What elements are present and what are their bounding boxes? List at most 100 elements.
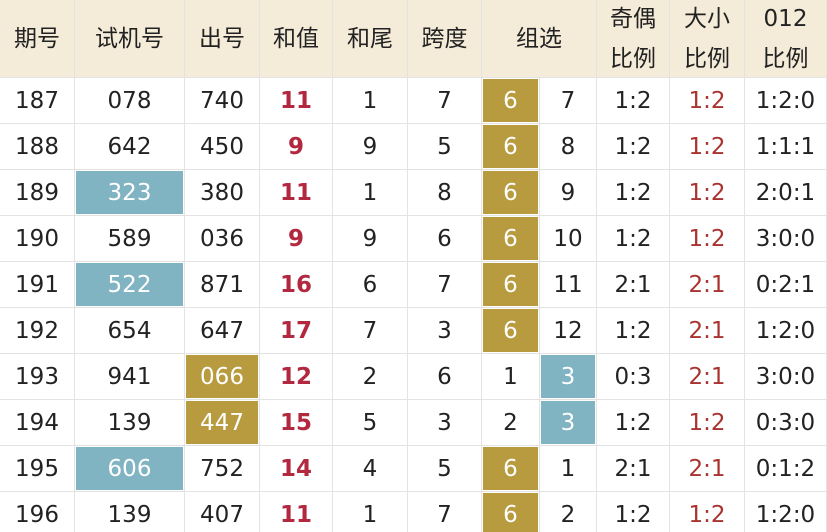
table-cell: 1 — [540, 446, 597, 492]
table-cell: 1:2 — [670, 78, 745, 124]
cell-text: 17 — [279, 317, 312, 344]
cell-text: 871 — [200, 271, 244, 298]
cell-text: 450 — [200, 133, 244, 160]
table-cell: 6 — [482, 124, 540, 170]
cell-text: 036 — [200, 225, 244, 252]
table-cell: 6 — [482, 262, 540, 308]
cell-text: 139 — [107, 409, 152, 436]
cell-text: 642 — [107, 133, 152, 160]
cell-text: 1 — [362, 179, 378, 206]
cell-text: 0:3:0 — [755, 409, 816, 436]
cell-text: 1:2 — [614, 133, 652, 160]
table-cell: 11 — [540, 262, 597, 308]
highlight — [76, 447, 183, 490]
table-cell: 1:2 — [670, 400, 745, 446]
cell-text: 7 — [362, 317, 378, 344]
cell-text: 606 — [107, 455, 152, 482]
highlight — [186, 401, 258, 444]
table-cell: 1 — [333, 492, 408, 532]
cell-text: 195 — [15, 455, 59, 482]
table-cell: 2:1 — [670, 262, 745, 308]
header-text: 出号 — [199, 25, 245, 52]
cell-text: 447 — [200, 409, 244, 436]
highlight — [483, 263, 538, 306]
table-cell: 1:2 — [670, 124, 745, 170]
table-cell: 3:0:0 — [745, 216, 827, 262]
table-cell: 2:1 — [670, 446, 745, 492]
cell-text: 941 — [107, 363, 152, 390]
cell-text: 3 — [560, 363, 576, 390]
cell-text: 11 — [553, 271, 583, 298]
cell-text: 1:2 — [688, 225, 726, 252]
cell-text: 066 — [200, 363, 244, 390]
table-cell: 3:0:0 — [745, 354, 827, 400]
table-cell: 0:2:1 — [745, 262, 827, 308]
table-cell: 2:1 — [670, 308, 745, 354]
cell-text: 9 — [287, 225, 304, 252]
table-cell: 6 — [333, 262, 408, 308]
table-cell: 323 — [75, 170, 185, 216]
table-cell: 187 — [0, 78, 75, 124]
cell-text: 2:0:1 — [755, 179, 816, 206]
highlight — [483, 125, 538, 168]
cell-text: 10 — [553, 225, 583, 252]
highlight — [541, 401, 595, 444]
cell-text: 1:2:0 — [755, 501, 816, 528]
cell-text: 1:2 — [614, 87, 652, 114]
table-cell: 1 — [482, 354, 540, 400]
cell-text: 192 — [15, 317, 59, 344]
table-cell: 752 — [185, 446, 260, 492]
table-cell: 450 — [185, 124, 260, 170]
table-cell: 15 — [260, 400, 333, 446]
cell-text: 8 — [437, 179, 452, 206]
cell-text: 1:2 — [614, 501, 652, 528]
table-cell: 193 — [0, 354, 75, 400]
cell-text: 5 — [362, 409, 378, 436]
table-cell: 1:2 — [597, 492, 670, 532]
cell-text: 380 — [200, 179, 244, 206]
cell-text: 1:1:1 — [755, 133, 816, 160]
cell-text: 323 — [107, 179, 152, 206]
table-cell: 191 — [0, 262, 75, 308]
table-cell: 871 — [185, 262, 260, 308]
cell-text: 1:2 — [614, 179, 652, 206]
cell-text: 0:1:2 — [755, 455, 816, 482]
table-cell: 196 — [0, 492, 75, 532]
table-cell: 6 — [482, 78, 540, 124]
cell-text: 647 — [200, 317, 244, 344]
cell-text: 187 — [15, 87, 59, 114]
cell-text: 1:2 — [688, 87, 726, 114]
table-cell: 1:1:1 — [745, 124, 827, 170]
cell-text: 5 — [437, 133, 452, 160]
cell-text: 1 — [503, 363, 518, 390]
table-cell: 9 — [540, 170, 597, 216]
cell-text: 6 — [362, 271, 378, 298]
cell-text: 1:2 — [688, 133, 726, 160]
cell-text: 1:2 — [614, 409, 652, 436]
table-cell: 3 — [408, 400, 482, 446]
cell-text: 6 — [503, 501, 518, 528]
table-cell: 16 — [260, 262, 333, 308]
cell-text: 9 — [560, 179, 576, 206]
highlight — [76, 171, 183, 214]
table-cell: 1:2:0 — [745, 492, 827, 532]
table-cell: 654 — [75, 308, 185, 354]
highlight — [483, 79, 538, 122]
header-text: 和值 — [273, 25, 319, 52]
table-cell: 5 — [408, 124, 482, 170]
cell-text: 6 — [503, 317, 518, 344]
table-cell: 036 — [185, 216, 260, 262]
cell-text: 2:1 — [688, 317, 726, 344]
cell-text: 1 — [362, 87, 378, 114]
cell-text: 1:2 — [614, 225, 652, 252]
cell-text: 6 — [437, 225, 452, 252]
highlight — [483, 217, 538, 260]
cell-text: 9 — [362, 133, 378, 160]
table-cell: 2:1 — [597, 262, 670, 308]
table-cell: 11 — [260, 492, 333, 532]
cell-text: 2:1 — [688, 271, 726, 298]
table-cell: 10 — [540, 216, 597, 262]
table-cell: 647 — [185, 308, 260, 354]
cell-text: 3 — [437, 409, 452, 436]
cell-text: 9 — [362, 225, 378, 252]
